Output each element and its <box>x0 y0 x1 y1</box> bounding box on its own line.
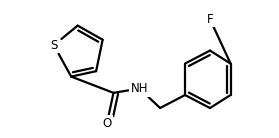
Text: NH: NH <box>131 82 148 95</box>
Text: F: F <box>207 13 213 26</box>
Text: S: S <box>50 39 57 52</box>
Text: O: O <box>102 117 112 130</box>
